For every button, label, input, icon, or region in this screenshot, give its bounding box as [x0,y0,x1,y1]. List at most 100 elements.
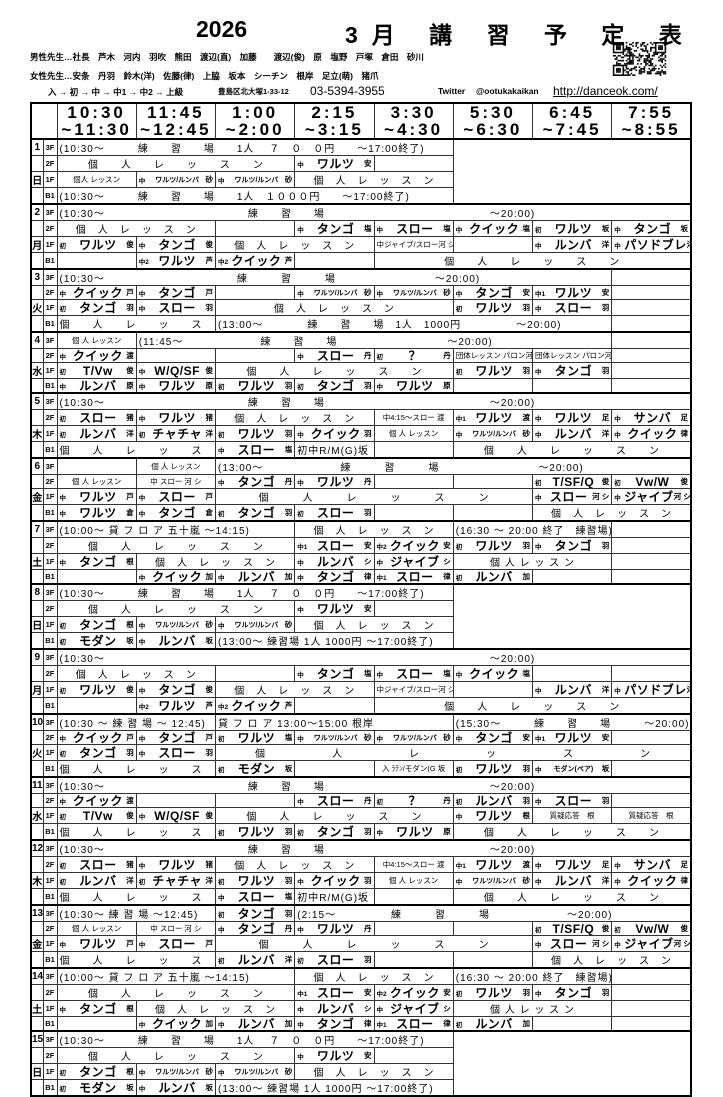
lesson-cell[interactable]: 中ワルツ/ルンバ砂 [294,730,375,745]
lesson-cell[interactable]: 中 ワルツ丹 [294,474,375,489]
lesson-cell[interactable]: 中 サンバ足 [611,856,692,873]
lesson-cell[interactable]: 中パソドブレ洋 [611,236,692,253]
lesson-cell[interactable]: 初 タンゴ羽 [56,299,137,316]
lesson-cell[interactable]: 初 ワルツ坂 [531,220,613,237]
lesson-cell[interactable]: 中クイック塩 [452,220,534,237]
lesson-cell[interactable]: 中 タンゴ俊 [135,236,217,253]
lesson-cell[interactable]: 中 ワルツ戸 [56,935,137,952]
lesson-cell[interactable]: 初 Vw/W 俊 [611,474,692,489]
lesson-cell[interactable]: 初 ワルツ羽 [214,872,296,889]
lesson-cell[interactable]: 初 ワルツ羽 [214,823,296,841]
lesson-cell[interactable]: 中パソドブレ洋 [611,681,692,698]
lesson-cell[interactable]: 中クイック戸 [56,730,137,745]
lesson-cell[interactable]: 中ワルツ/ルンバ砂 [214,1063,296,1080]
lesson-cell[interactable]: 初 ワルツ羽 [452,537,534,554]
lesson-cell[interactable]: 中クイック律 [611,872,692,889]
lesson-cell[interactable]: 初 ワルツ俊 [56,236,137,253]
lesson-cell[interactable]: 中 タンゴ倉 [135,504,217,522]
lesson-cell[interactable]: 中 W/Q/SF 俊 [135,362,217,379]
lesson-cell[interactable]: 初 ワルツ羽 [452,760,534,778]
lesson-cell[interactable]: 中 スロー羽 [531,793,613,808]
lesson-cell[interactable]: 初 ？ 丹 [373,793,454,808]
lesson-cell[interactable]: 初チャチャ洋 [135,425,217,442]
lesson-cell[interactable]: 中クイック律 [611,425,692,442]
lesson-cell[interactable]: 中2 ワルツ芦 [135,697,217,715]
lesson-cell[interactable]: 中クイック加 [135,569,217,585]
lesson-cell[interactable]: 中ジャイブ河 シ [611,488,692,505]
lesson-cell[interactable]: 初 T/Vw 俊 [56,362,137,379]
lesson-cell[interactable]: 中 ワルツ原 [135,378,217,394]
lesson-cell[interactable]: 初 スロー羽 [294,504,375,522]
lesson-cell[interactable]: 中1 ワルツ安 [531,285,613,300]
lesson-cell[interactable]: 中 ワルツ足 [531,856,613,873]
lesson-cell[interactable]: 中 サンバ足 [611,409,692,426]
lesson-cell[interactable]: 中 ルンバ原 [56,378,137,394]
lesson-cell[interactable]: 中 ワルツ猪 [135,856,217,873]
lesson-cell[interactable]: 中ワルツ/ルンバ砂 [135,1063,217,1080]
lesson-cell[interactable]: 中 タンゴ羽 [531,537,613,554]
lesson-cell[interactable]: 中 ルンバ洋 [531,236,613,253]
lesson-cell[interactable]: 初 タンゴ根 [56,616,137,633]
lesson-cell[interactable]: 中ワルツ/ルンバ砂 [135,171,217,188]
lesson-cell[interactable]: 初 モダン坂 [56,1079,137,1097]
lesson-cell[interactable]: 中 ルンバシ [294,553,375,570]
lesson-cell[interactable]: 中 ワルツ安 [294,155,375,172]
lesson-cell[interactable]: 中 ルンバ坂 [135,1079,217,1097]
lesson-cell[interactable]: 中 ワルツ原 [373,378,454,394]
lesson-cell[interactable]: 初 タンゴ羽 [214,904,296,922]
lesson-cell[interactable]: 中 ワルツ足 [531,409,613,426]
lesson-cell[interactable]: 中1 スロー律 [373,569,454,585]
lesson-cell[interactable]: 中 スロー丹 [294,348,375,363]
lesson-cell[interactable]: 初 ワルツ羽 [452,984,534,1001]
lesson-cell[interactable]: 中 ルンバ洋 [531,681,613,698]
lesson-cell[interactable]: 中 ワルツ倉 [56,504,137,522]
lesson-cell[interactable]: 中 タンゴ戸 [135,730,217,745]
lesson-cell[interactable]: 初 モダン坂 [56,632,137,650]
lesson-cell[interactable]: 中 タンゴ俊 [135,681,217,698]
lesson-cell[interactable]: 中 タンゴ律 [294,569,375,585]
lesson-cell[interactable]: 中 ワルツ安 [294,600,375,617]
lesson-cell[interactable]: 初 Vw/W 俊 [611,921,692,936]
lesson-cell[interactable]: 初 タンゴ羽 [56,744,137,761]
lesson-cell[interactable]: 中 タンゴ根 [56,553,137,570]
lesson-cell[interactable]: 初 タンゴ根 [56,1063,137,1080]
lesson-cell[interactable]: 中クイック渡 [56,793,137,808]
lesson-cell[interactable]: 初 ワルツ羽 [452,362,534,379]
lesson-cell[interactable]: 中ワルツ/ルンバ砂 [373,285,454,300]
lesson-cell[interactable]: 中ワルツ/ルンバ砂 [294,285,375,300]
lesson-cell[interactable]: 中 スロー塩 [214,441,296,459]
lesson-cell[interactable]: 初 ？ 丹 [373,348,454,363]
lesson-cell[interactable]: 中 タンゴ羽 [531,984,613,1001]
lesson-cell[interactable]: 初 タンゴ羽 [214,504,296,522]
lesson-cell[interactable]: 中2 クイック芦 [214,697,296,715]
lesson-cell[interactable]: 中ジャイブシ [373,553,454,570]
lesson-cell[interactable]: 中1 ワルツ安 [531,730,613,745]
lesson-cell[interactable]: 中ワルツ/ルンバ砂 [214,616,296,633]
lesson-cell[interactable]: 中 ルンバシ [294,1000,375,1017]
lesson-cell[interactable]: 初 ルンバ洋 [214,951,296,969]
lesson-cell[interactable]: 中 ワルツ根 [452,807,534,824]
website-link[interactable]: http://danceok.com/ [553,84,658,98]
lesson-cell[interactable]: 中 ルンバ坂 [135,632,217,650]
lesson-cell[interactable]: 初 タンゴ羽 [294,378,375,394]
lesson-cell[interactable]: 初 ルンバ羽 [452,793,534,808]
lesson-cell[interactable]: 中1 ワルツ渡 [452,856,534,873]
lesson-cell[interactable]: 中 スロー羽 [135,299,217,316]
lesson-cell[interactable]: 中1 ワルツ渡 [452,409,534,426]
lesson-cell[interactable]: 中 タンゴ安 [452,730,534,745]
lesson-cell[interactable]: 中 タンゴ塩 [294,665,375,682]
lesson-cell[interactable]: 中 ワルツ原 [373,823,454,841]
lesson-cell[interactable]: 中クイック戸 [56,285,137,300]
lesson-cell[interactable]: 中2 クイック芦 [214,252,296,270]
lesson-cell[interactable]: 初 ワルツ俊 [56,681,137,698]
lesson-cell[interactable]: 初 ルンバ洋 [56,425,137,442]
lesson-cell[interactable]: 中 スロー戸 [135,935,217,952]
lesson-cell[interactable]: 中スロー河 シ [531,935,613,952]
lesson-cell[interactable]: 初 ルンバ洋 [56,872,137,889]
lesson-cell[interactable]: 中ワルツ/ルンバ砂 [452,872,534,889]
lesson-cell[interactable]: 初 モダン坂 [214,760,296,778]
lesson-cell[interactable]: 中2 クイック安 [373,984,454,1001]
lesson-cell[interactable]: 初 スロー羽 [294,951,375,969]
lesson-cell[interactable]: 中ワルツ/ルンバ砂 [135,616,217,633]
lesson-cell[interactable]: 中 タンゴ羽 [531,362,613,379]
